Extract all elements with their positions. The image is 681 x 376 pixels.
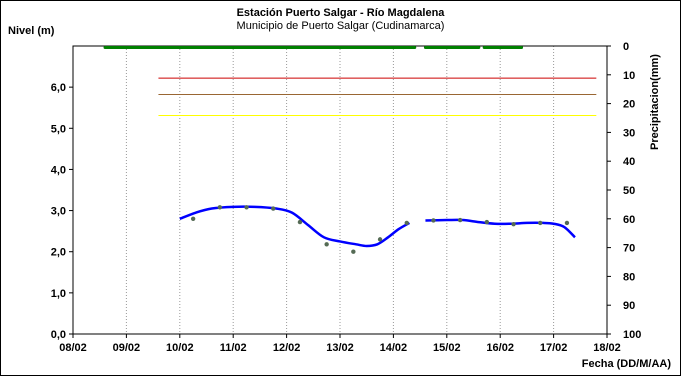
observed-point bbox=[564, 220, 570, 226]
observed-point bbox=[244, 205, 249, 210]
y2-tick-label: 30 bbox=[623, 127, 635, 139]
observed-point bbox=[457, 217, 463, 223]
y2-tick-label: 0 bbox=[623, 41, 629, 53]
x-tick-label: 11/02 bbox=[220, 342, 247, 354]
y2-tick-label: 10 bbox=[623, 70, 635, 82]
observed-point bbox=[297, 219, 303, 225]
x-tick-label: 13/02 bbox=[326, 342, 354, 354]
level-series-line bbox=[179, 205, 411, 248]
y2-tick-label: 20 bbox=[623, 99, 635, 111]
y-axis-label: Nivel (m) bbox=[8, 25, 55, 37]
y-tick-label: 2,0 bbox=[51, 247, 66, 259]
y-tick-label: 0,0 bbox=[51, 329, 66, 341]
observed-point bbox=[404, 220, 409, 226]
observed-point bbox=[351, 249, 356, 254]
observed-point bbox=[431, 218, 436, 223]
chart-title: Estación Puerto Salgar - Río Magdalena bbox=[236, 7, 445, 19]
x-tick-label: 16/02 bbox=[486, 342, 514, 354]
observed-point bbox=[271, 206, 276, 211]
y2-tick-label: 90 bbox=[623, 300, 635, 312]
x-tick-label: 17/02 bbox=[540, 342, 568, 354]
x-tick-label: 08/02 bbox=[59, 342, 87, 354]
level-series-line bbox=[425, 218, 576, 239]
x-tick-label: 14/02 bbox=[380, 342, 408, 354]
x-tick-label: 12/02 bbox=[273, 342, 301, 354]
observed-point bbox=[484, 219, 490, 225]
y2-tick-label: 40 bbox=[623, 156, 635, 168]
y2-tick-label: 70 bbox=[623, 243, 635, 255]
y-tick-label: 4,0 bbox=[51, 164, 66, 176]
observed-point bbox=[538, 220, 543, 226]
y-tick-label: 3,0 bbox=[51, 206, 66, 218]
x-axis-label: Fecha (DD/M/AA) bbox=[581, 358, 671, 370]
x-tick-label: 09/02 bbox=[113, 342, 141, 354]
observed-point bbox=[324, 242, 329, 247]
x-tick-label: 18/02 bbox=[593, 342, 621, 354]
observed-point bbox=[217, 205, 223, 210]
y2-tick-label: 50 bbox=[623, 185, 635, 197]
observed-point bbox=[190, 216, 196, 221]
y-tick-label: 5,0 bbox=[51, 123, 66, 135]
observed-point bbox=[377, 237, 383, 242]
x-tick-label: 15/02 bbox=[433, 342, 461, 354]
observed-point bbox=[511, 221, 516, 227]
y2-tick-label: 100 bbox=[623, 329, 641, 341]
y2-tick-label: 60 bbox=[623, 214, 635, 226]
chart-subtitle: Municipio de Puerto Salgar (Cudinamarca) bbox=[236, 20, 445, 32]
y-tick-label: 6,0 bbox=[51, 82, 66, 94]
y-tick-label: 1,0 bbox=[51, 288, 66, 300]
x-tick-label: 10/02 bbox=[166, 342, 194, 354]
y2-tick-label: 80 bbox=[623, 271, 635, 283]
